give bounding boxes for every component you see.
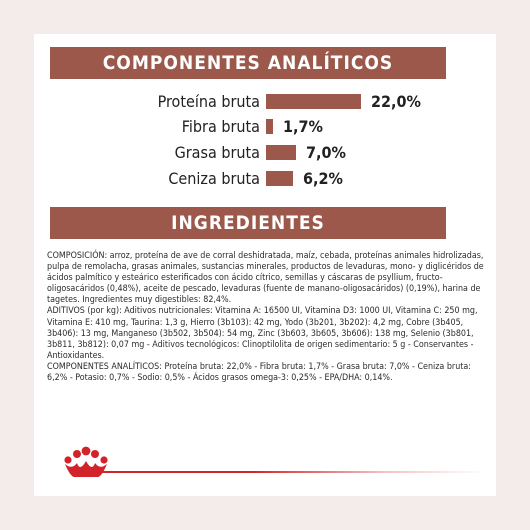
analytics-row-value: 7,0% — [306, 143, 346, 162]
ingredients-text: COMPOSICIÓN: arroz, proteína de ave de c… — [47, 251, 487, 384]
footer-divider — [94, 471, 486, 473]
analytics-row-protein: Proteína bruta 22,0% — [34, 91, 496, 113]
analytics-row-ash: Ceniza bruta 6,2% — [34, 168, 496, 190]
nutrition-card: COMPONENTES ANALÍTICOS Proteína bruta 22… — [34, 34, 496, 496]
analytics-paragraph: COMPONENTES ANALÍTICOS: Proteína bruta: … — [47, 361, 471, 384]
analytics-bar — [266, 119, 273, 134]
analytics-row-label: Grasa bruta — [174, 143, 260, 162]
analytics-row-value: 6,2% — [303, 169, 343, 188]
analytics-row-fiber: Fibra bruta 1,7% — [34, 116, 496, 138]
additives-paragraph: ADITIVOS (por kg): Aditivos nutricionale… — [47, 306, 478, 361]
analytics-bar — [266, 145, 296, 160]
analytics-title-banner: COMPONENTES ANALÍTICOS — [50, 47, 446, 79]
analytics-row-label: Ceniza bruta — [168, 169, 260, 188]
analytics-row-fat: Grasa bruta 7,0% — [34, 142, 496, 164]
analytics-row-value: 1,7% — [283, 117, 323, 136]
analytics-bar — [266, 171, 293, 186]
royal-canin-crown-icon — [64, 446, 108, 477]
composition-paragraph: COMPOSICIÓN: arroz, proteína de ave de c… — [47, 251, 484, 306]
analytics-bar — [266, 94, 361, 109]
analytics-row-label: Fibra bruta — [181, 117, 260, 136]
ingredients-title-banner: INGREDIENTES — [50, 207, 446, 239]
analytics-row-value: 22,0% — [371, 92, 421, 111]
analytics-row-label: Proteína bruta — [157, 92, 260, 111]
